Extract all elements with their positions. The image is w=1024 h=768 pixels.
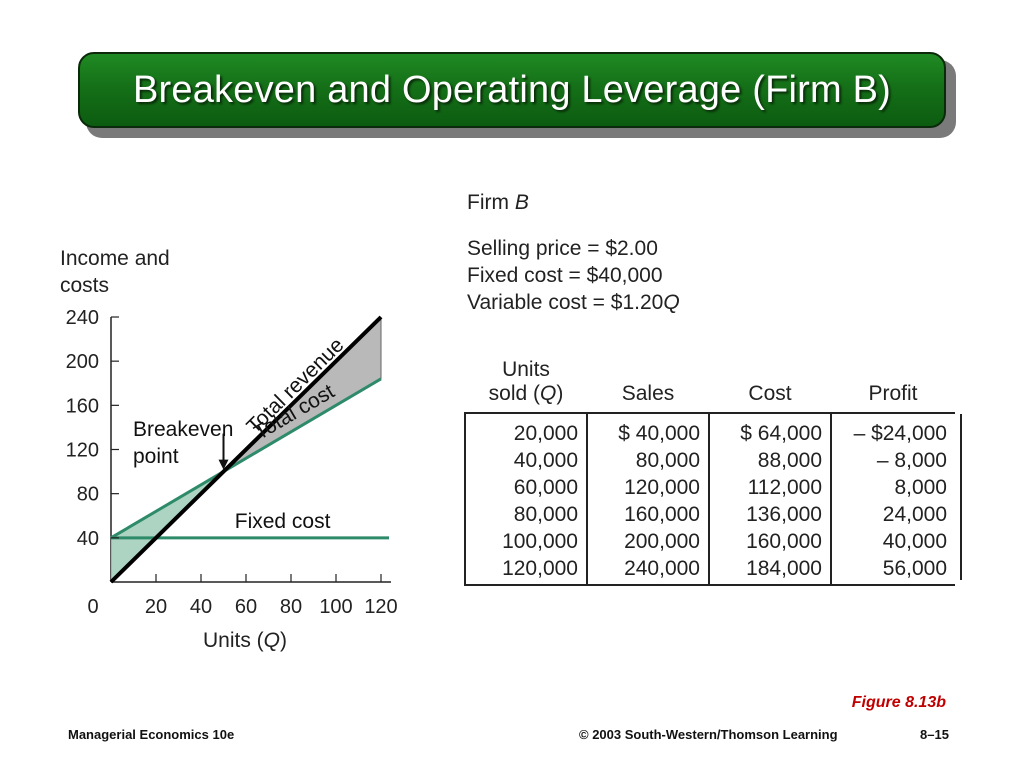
figure-caption: Figure 8.13b xyxy=(851,694,946,711)
cell-sales: 160,000 xyxy=(586,501,709,528)
chart-lines xyxy=(109,315,389,584)
breakeven-table-wrap: Units sold (Q) Sales Cost Profit 20,000 $ … xyxy=(464,358,955,586)
table-right-border xyxy=(960,414,962,580)
total-revenue-line xyxy=(109,315,383,584)
cell-units: 60,000 xyxy=(513,476,578,499)
x-axis-label: Units (Q) xyxy=(203,629,287,652)
footer-page-number: 8–15 xyxy=(920,727,949,742)
header-cost: Cost xyxy=(748,382,792,405)
table-row: 20,000 $ 40,000 $ 64,000– $24,000 xyxy=(465,413,955,447)
cell-cost: 160,000 xyxy=(708,528,831,555)
breakeven-label-line1: Breakeven xyxy=(133,418,233,441)
cell-units: 40,000 xyxy=(513,449,578,472)
table-body: 20,000 $ 40,000 $ 64,000– $24,000 40,000 80,… xyxy=(465,413,955,585)
chart-ticks: 40 80 120 160 200 240 0 20 40 60 80 100 120 xyxy=(66,307,398,618)
y-tick-label: 120 xyxy=(66,440,99,462)
table-row: 100,000 200,000 160,000 40,000 xyxy=(465,528,955,555)
y-axis-label-line2: costs xyxy=(60,274,109,297)
x-tick-label: 100 xyxy=(319,596,352,618)
cell-units: 120,000 xyxy=(502,557,578,580)
variable-cost: Variable cost = $1.20Q xyxy=(467,291,680,314)
cell-profit: 24,000 xyxy=(830,501,955,528)
firm-name: B xyxy=(514,191,529,214)
y-tick-label: 80 xyxy=(77,484,99,506)
y-tick-label: 200 xyxy=(66,351,99,373)
y-tick-label: 40 xyxy=(77,528,99,550)
header-profit: Profit xyxy=(868,382,918,405)
cell-profit: 56,000 xyxy=(830,555,955,585)
y-tick-label: 160 xyxy=(66,395,99,417)
x-tick-label: 0 xyxy=(87,596,98,618)
table-row: 120,000 240,000 184,000 56,000 xyxy=(465,555,955,585)
x-tick-label: 120 xyxy=(364,596,397,618)
table-row: 80,000 160,000 136,000 24,000 xyxy=(465,501,955,528)
cell-sales: 120,000 xyxy=(586,474,709,501)
y-axis-label-line1: Income and xyxy=(60,247,170,270)
header-units: Units sold (Q) xyxy=(488,358,564,405)
fixed-cost: Fixed cost = $40,000 xyxy=(467,264,663,287)
table-row: 40,000 80,000 88,000– 8,000 xyxy=(465,447,955,474)
cell-cost: $ 64,000 xyxy=(708,413,831,447)
x-tick-label: 80 xyxy=(280,596,302,618)
breakeven-label-line2: point xyxy=(133,445,179,468)
cell-profit: 40,000 xyxy=(830,528,955,555)
cell-cost: 136,000 xyxy=(708,501,831,528)
cell-units: 80,000 xyxy=(513,503,578,526)
cell-sales: 80,000 xyxy=(586,447,709,474)
firm-label: Firm xyxy=(467,191,509,214)
firm-heading: Firm B xyxy=(467,191,529,215)
x-tick-label: 40 xyxy=(190,596,212,618)
cell-cost: 112,000 xyxy=(708,474,831,501)
slide-title: Breakeven and Operating Leverage (Firm B… xyxy=(132,68,891,111)
title-bar: Breakeven and Operating Leverage (Firm B… xyxy=(78,52,946,128)
total-cost-line xyxy=(110,377,382,540)
firm-parameters: Selling price = $2.00 Fixed cost = $40,0… xyxy=(467,235,680,316)
cell-sales: 200,000 xyxy=(586,528,709,555)
x-tick-label: 60 xyxy=(235,596,257,618)
cell-units: 100,000 xyxy=(502,530,578,553)
footer-left: Managerial Economics 10e xyxy=(68,727,235,742)
cell-cost: 88,000 xyxy=(708,447,831,474)
selling-price: Selling price = $2.00 xyxy=(467,237,658,260)
footer-copyright: © 2003 South-Western/Thomson Learning xyxy=(579,727,838,742)
cell-profit: – 8,000 xyxy=(830,447,955,474)
breakeven-arrow-head xyxy=(218,459,229,470)
cell-profit: 8,000 xyxy=(830,474,955,501)
header-sales: Sales xyxy=(621,382,675,405)
breakeven-table: Units sold (Q) Sales Cost Profit 20,000 $ … xyxy=(464,358,955,586)
table-row: 60,000 120,000 112,000 8,000 xyxy=(465,474,955,501)
cell-units: 20,000 xyxy=(513,422,578,445)
cell-profit: – $24,000 xyxy=(830,413,955,447)
cell-sales: $ 40,000 xyxy=(586,413,709,447)
table-header: Units sold (Q) Sales Cost Profit xyxy=(465,358,955,413)
cell-cost: 184,000 xyxy=(708,555,831,585)
y-tick-label: 240 xyxy=(66,307,99,329)
cell-sales: 240,000 xyxy=(586,555,709,585)
x-tick-label: 20 xyxy=(145,596,167,618)
fixed-cost-label: Fixed cost xyxy=(235,510,331,533)
